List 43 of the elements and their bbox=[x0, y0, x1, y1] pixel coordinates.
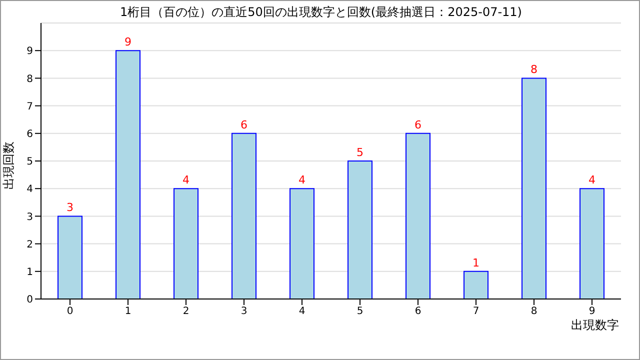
data-label: 8 bbox=[530, 63, 538, 76]
x-tick-label: 1 bbox=[124, 306, 132, 318]
x-tick-label: 3 bbox=[240, 306, 248, 318]
bar bbox=[232, 132, 256, 299]
y-tick-label: 4 bbox=[26, 184, 33, 196]
bar bbox=[58, 216, 82, 299]
y-tick-label: 2 bbox=[26, 239, 33, 250]
x-axis-title: 出現数字 bbox=[571, 317, 619, 334]
bar bbox=[116, 50, 140, 299]
data-label: 6 bbox=[414, 118, 422, 132]
data-label: 1 bbox=[472, 256, 480, 270]
data-label: 4 bbox=[182, 174, 190, 187]
data-label: 9 bbox=[124, 36, 132, 49]
x-tick-label: 8 bbox=[530, 306, 538, 318]
x-tick-label: 7 bbox=[472, 306, 480, 318]
data-label: 4 bbox=[588, 174, 596, 187]
data-label: 5 bbox=[356, 146, 364, 159]
y-tick-label: 7 bbox=[26, 101, 33, 112]
x-tick-label: 6 bbox=[414, 306, 422, 318]
y-tick-label: 3 bbox=[26, 212, 33, 223]
x-tick-label: 9 bbox=[588, 306, 596, 318]
y-tick-label: 9 bbox=[26, 46, 33, 58]
data-label: 6 bbox=[240, 118, 248, 132]
bar bbox=[174, 188, 198, 299]
data-label: 4 bbox=[298, 174, 306, 187]
bar bbox=[290, 188, 314, 299]
data-label: 3 bbox=[66, 201, 74, 214]
bar bbox=[348, 160, 372, 299]
x-tick-label: 5 bbox=[356, 306, 364, 318]
x-tick-label: 0 bbox=[66, 306, 74, 318]
y-tick-label: 1 bbox=[26, 266, 33, 278]
y-tick-label: 8 bbox=[26, 74, 33, 85]
chart-title: 1桁目（百の位）の直近50回の出現数字と回数(最終抽選日：2025-07-11) bbox=[118, 4, 523, 21]
bar bbox=[522, 78, 546, 299]
x-tick-label: 4 bbox=[298, 306, 306, 318]
y-tick-label: 6 bbox=[26, 128, 33, 140]
bar bbox=[406, 132, 430, 299]
y-tick-label: 0 bbox=[26, 294, 33, 306]
x-tick-label: 2 bbox=[182, 306, 190, 318]
bar bbox=[580, 188, 604, 299]
y-tick-label: 5 bbox=[26, 156, 33, 168]
bar bbox=[464, 270, 488, 299]
y-axis-title: 出現回数 bbox=[0, 140, 16, 192]
